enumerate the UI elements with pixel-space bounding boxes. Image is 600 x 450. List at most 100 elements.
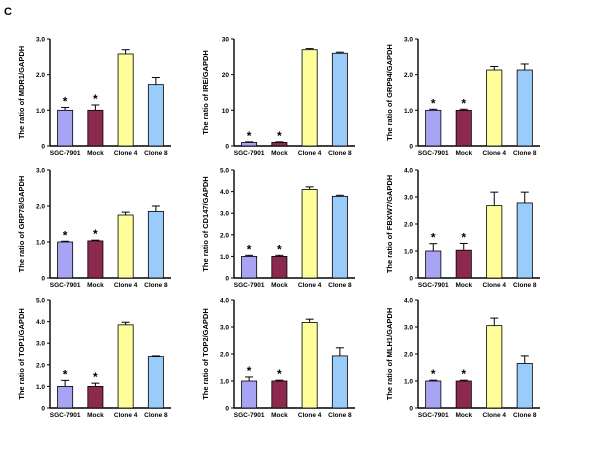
x-tick-label: Clone 8: [513, 412, 537, 419]
y-tick-label: 4.0: [404, 168, 413, 175]
y-axis-label: The ratio of TOP2/GAPDH: [201, 308, 210, 400]
bar: [147, 356, 164, 409]
x-tick-label: Clone 4: [298, 150, 322, 157]
chart-panel: 0 1.0 2.0 3.0 4.0 5.0 The ratio of CD147/GAPDH…: [201, 168, 355, 289]
x-tick-label: Clone 8: [144, 150, 168, 157]
bar: [331, 195, 348, 279]
bar: [425, 250, 442, 279]
y-tick-label: 3.0: [36, 37, 45, 44]
bar: [147, 210, 164, 279]
y-tick-label: 1.0: [404, 108, 413, 115]
y-tick-label: 20: [222, 72, 230, 79]
significance-marker: *: [277, 129, 282, 143]
y-tick-label: 1.0: [36, 108, 45, 115]
significance-marker: *: [461, 96, 466, 110]
y-tick-label: 0: [225, 144, 229, 151]
y-tick-label: 5.0: [220, 168, 229, 175]
bar: [241, 142, 258, 147]
y-axis-label: The ratio of IRE/GAPDH: [201, 50, 210, 135]
x-tick-label: Clone 8: [144, 282, 168, 289]
x-tick-label: SGC-7901: [234, 150, 265, 157]
y-tick-label: 2.0: [404, 72, 413, 79]
y-tick-label: 2.0: [220, 352, 229, 359]
y-tick-label: 4.0: [404, 298, 413, 305]
bar: [241, 380, 258, 409]
y-tick-label: 1.0: [220, 254, 229, 261]
x-tick-label: SGC-7901: [50, 412, 81, 419]
y-tick-label: 0: [409, 144, 413, 151]
bar: [425, 109, 442, 147]
y-tick-label: 4.0: [36, 319, 45, 326]
bar: [271, 380, 288, 409]
bar: [455, 380, 472, 409]
bar: [271, 142, 288, 147]
significance-marker: *: [431, 231, 436, 245]
x-tick-label: SGC-7901: [50, 150, 81, 157]
y-tick-label: 1.0: [404, 379, 413, 386]
y-axis-label: The ratio of MLH1/GAPDH: [385, 308, 394, 401]
y-tick-label: 1.0: [404, 249, 413, 256]
y-tick-label: 2.0: [36, 362, 45, 369]
significance-marker: *: [461, 367, 466, 381]
bar: [455, 109, 472, 147]
x-tick-label: Clone 4: [114, 282, 138, 289]
y-axis-label: The ratio of GRP94/GAPDH: [385, 44, 394, 141]
x-tick-label: Clone 4: [298, 282, 322, 289]
bar: [331, 52, 348, 147]
y-tick-label: 3.0: [36, 341, 45, 348]
chart-panel: 0 1.0 2.0 3.0 The ratio of GRP94/GAPDH * SGC-7…: [385, 37, 540, 157]
x-tick-label: Clone 4: [483, 412, 507, 419]
significance-marker: *: [63, 367, 68, 381]
x-tick-label: SGC-7901: [234, 282, 265, 289]
bar: [455, 249, 472, 279]
x-tick-label: Mock: [271, 282, 288, 289]
bar: [301, 189, 318, 279]
y-tick-label: 3.0: [220, 325, 229, 332]
bar: [117, 324, 134, 409]
y-tick-label: 3.0: [404, 37, 413, 44]
bar: [147, 84, 164, 147]
significance-marker: *: [431, 367, 436, 381]
x-tick-label: Clone 4: [483, 282, 507, 289]
y-tick-label: 2.0: [36, 72, 45, 79]
x-tick-label: Mock: [455, 282, 472, 289]
bar: [516, 202, 533, 279]
bar: [87, 109, 104, 147]
y-tick-label: 10: [222, 108, 230, 115]
bar: [57, 241, 74, 279]
y-tick-label: 1.0: [36, 384, 45, 391]
significance-marker: *: [93, 227, 98, 241]
significance-marker: *: [63, 228, 68, 242]
x-tick-label: SGC-7901: [50, 282, 81, 289]
x-tick-label: Mock: [271, 412, 288, 419]
chart-panel: 0 1.0 2.0 3.0 The ratio of GRP78/GAPDH * SGC-7…: [17, 168, 171, 289]
x-tick-label: SGC-7901: [418, 282, 449, 289]
x-tick-label: SGC-7901: [418, 412, 449, 419]
y-tick-label: 1.0: [220, 379, 229, 386]
y-tick-label: 0: [41, 276, 45, 283]
bar: [301, 322, 318, 409]
bar: [57, 109, 74, 147]
y-tick-label: 2.0: [404, 352, 413, 359]
chart-panel: 0 1.0 2.0 3.0 4.0 5.0 The ratio of TOP1/GAPDH *…: [17, 298, 171, 419]
x-tick-label: Mock: [87, 412, 104, 419]
significance-marker: *: [63, 94, 68, 108]
bar: [301, 49, 318, 147]
x-tick-label: Clone 4: [298, 412, 322, 419]
x-tick-label: SGC-7901: [418, 150, 449, 157]
x-tick-label: Clone 8: [144, 412, 168, 419]
bar: [271, 255, 288, 279]
bar: [117, 214, 134, 279]
x-tick-label: Clone 4: [483, 150, 507, 157]
y-tick-label: 3.0: [404, 195, 413, 202]
y-tick-label: 4.0: [220, 189, 229, 196]
x-tick-label: Clone 8: [328, 282, 352, 289]
x-tick-label: Mock: [87, 282, 104, 289]
y-axis-label: The ratio of FBXW7/GAPDH: [385, 175, 394, 273]
significance-marker: *: [247, 129, 252, 143]
bar: [486, 205, 503, 279]
chart-panel: 0 1.0 2.0 3.0 The ratio of MDR1/GAPDH * SGC-79…: [17, 37, 171, 157]
y-tick-label: 0: [409, 276, 413, 283]
bar: [241, 255, 258, 279]
y-tick-label: 2.0: [220, 232, 229, 239]
